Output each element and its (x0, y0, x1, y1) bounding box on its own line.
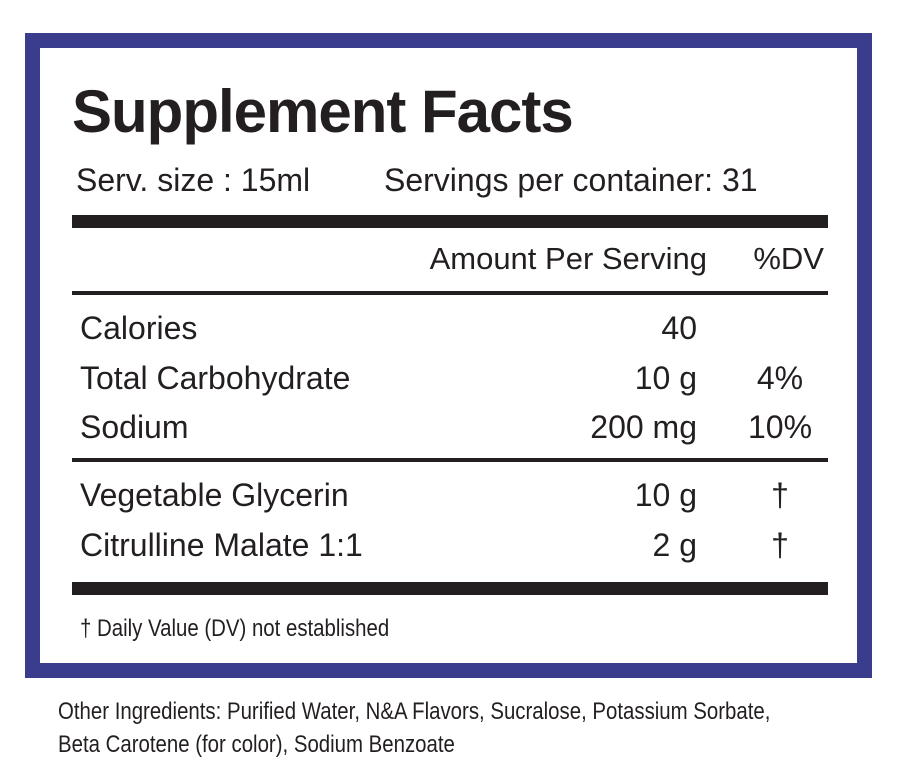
row-label: Total Carbohydrate (80, 360, 351, 396)
row-dv: † (771, 477, 789, 513)
row-amount: 40 (661, 310, 697, 346)
row-dv: 10% (747, 409, 813, 445)
column-header: %DV (753, 241, 824, 276)
servings-per-container: Servings per container: 31 (384, 162, 758, 198)
row-dv: † (771, 527, 789, 563)
other-ingredients: Other Ingredients: Purified Water, N&A F… (58, 698, 771, 725)
row-amount: 2 g (652, 527, 697, 563)
row-label: Sodium (80, 409, 189, 445)
rule (72, 291, 828, 295)
row-label: Citrulline Malate 1:1 (80, 527, 363, 563)
footnote: † Daily Value (DV) not established (80, 615, 390, 642)
row-amount: 10 g (634, 477, 697, 513)
other-ingredients: Beta Carotene (for color), Sodium Benzoa… (58, 731, 455, 758)
row-label: Vegetable Glycerin (80, 477, 349, 513)
row-dv: 4% (756, 360, 804, 396)
rule (72, 458, 828, 462)
row-amount: 200 mg (590, 409, 697, 445)
row-amount: 10 g (634, 360, 697, 396)
title: Supplement Facts (72, 78, 574, 145)
column-header: Amount Per Serving (429, 241, 707, 276)
thick-rule (72, 582, 828, 595)
thick-rule (72, 215, 828, 228)
label-border (25, 33, 872, 678)
row-label: Calories (80, 310, 198, 346)
serving-size: Serv. size : 15ml (76, 162, 311, 198)
